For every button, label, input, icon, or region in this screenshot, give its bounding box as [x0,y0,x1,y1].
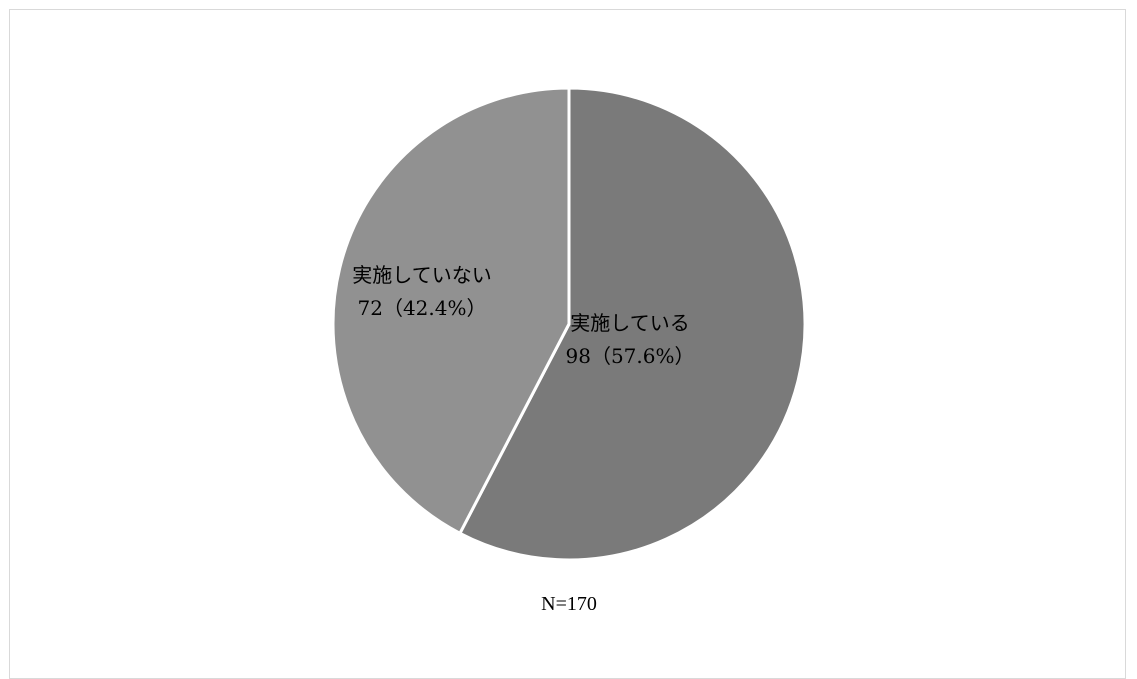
pie-labels: 実施している 98（57.6%） 実施していない 72（42.4%） [352,263,694,368]
slice-label-category: 実施していない [352,263,491,287]
sample-size-note: N=170 [541,593,597,615]
slice-label-value: 98（57.6%） [566,344,695,368]
pie-slices [331,86,807,562]
pie-chart: 実施している 98（57.6%） 実施していない 72（42.4%） N=170 [331,86,807,615]
slice-label-category: 実施している [570,311,689,335]
pie-slice-implemented [458,86,807,562]
pie-slice-not-implemented [331,86,571,535]
slice-label-value: 72（42.4%） [358,296,487,320]
